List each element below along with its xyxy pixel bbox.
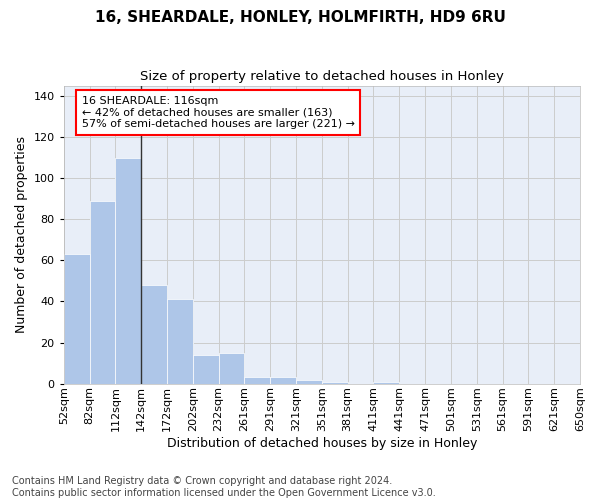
Bar [296, 380, 322, 384]
Bar [193, 355, 218, 384]
Bar [373, 382, 399, 384]
Title: Size of property relative to detached houses in Honley: Size of property relative to detached ho… [140, 70, 504, 83]
Text: 16, SHEARDALE, HONLEY, HOLMFIRTH, HD9 6RU: 16, SHEARDALE, HONLEY, HOLMFIRTH, HD9 6R… [95, 10, 505, 25]
Bar [115, 158, 141, 384]
Text: Contains HM Land Registry data © Crown copyright and database right 2024.
Contai: Contains HM Land Registry data © Crown c… [12, 476, 436, 498]
Bar [218, 353, 244, 384]
Bar [322, 382, 347, 384]
Text: 16 SHEARDALE: 116sqm
← 42% of detached houses are smaller (163)
57% of semi-deta: 16 SHEARDALE: 116sqm ← 42% of detached h… [82, 96, 355, 129]
Y-axis label: Number of detached properties: Number of detached properties [15, 136, 28, 333]
Bar [167, 300, 193, 384]
Bar [270, 378, 296, 384]
Bar [64, 254, 89, 384]
X-axis label: Distribution of detached houses by size in Honley: Distribution of detached houses by size … [167, 437, 477, 450]
Bar [89, 200, 115, 384]
Bar [141, 285, 167, 384]
Bar [244, 378, 270, 384]
